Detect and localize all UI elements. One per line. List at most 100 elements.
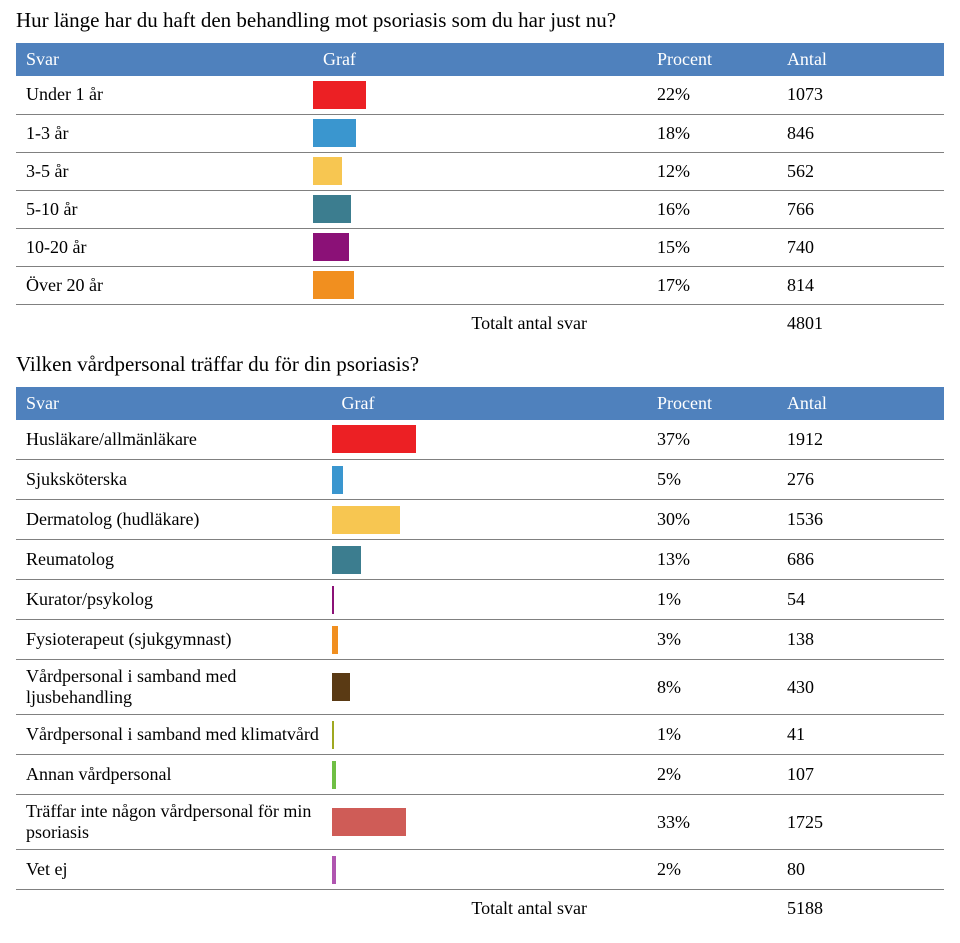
- row-label: 10-20 år: [16, 228, 313, 266]
- header-graf: Graf: [332, 387, 648, 420]
- row-percent: 37%: [647, 420, 777, 460]
- row-count: 740: [777, 228, 944, 266]
- row-bar-cell: [332, 460, 648, 500]
- row-percent: 33%: [647, 795, 777, 850]
- bar: [313, 81, 366, 109]
- row-percent: 15%: [647, 228, 777, 266]
- table-row: Över 20 år17%814: [16, 266, 944, 304]
- row-bar-cell: [313, 190, 647, 228]
- header-svar: Svar: [16, 387, 332, 420]
- row-count: 1073: [777, 76, 944, 114]
- table-row: Husläkare/allmänläkare37%1912: [16, 420, 944, 460]
- row-bar-cell: [313, 228, 647, 266]
- table-row: 5-10 år16%766: [16, 190, 944, 228]
- row-label: Träffar inte någon vårdpersonal för min …: [16, 795, 332, 850]
- q2-total-value: 5188: [777, 890, 944, 924]
- header-svar: Svar: [16, 43, 313, 76]
- row-label: Sjuksköterska: [16, 460, 332, 500]
- row-label: 5-10 år: [16, 190, 313, 228]
- row-count: 562: [777, 152, 944, 190]
- row-bar-cell: [332, 850, 648, 890]
- table-row: Sjuksköterska 5%276: [16, 460, 944, 500]
- table-row: Dermatolog (hudläkare) 30%1536: [16, 500, 944, 540]
- header-graf: Graf: [313, 43, 647, 76]
- bar: [332, 721, 334, 749]
- question-1-title: Hur länge har du haft den behandling mot…: [16, 8, 944, 33]
- row-percent: 18%: [647, 114, 777, 152]
- bar: [332, 761, 337, 789]
- table-row: Vårdpersonal i samband med klimatvård 1%4…: [16, 715, 944, 755]
- bar: [313, 233, 349, 261]
- row-label: Reumatolog: [16, 540, 332, 580]
- row-count: 138: [777, 620, 944, 660]
- row-count: 41: [777, 715, 944, 755]
- bar: [332, 673, 350, 701]
- row-bar-cell: [332, 500, 648, 540]
- q1-total-label: Totalt antal svar: [313, 304, 647, 338]
- q2-tbody: Husläkare/allmänläkare37%1912Sjuksköters…: [16, 420, 944, 890]
- row-count: 686: [777, 540, 944, 580]
- table-row: 1-3 år 18%846: [16, 114, 944, 152]
- row-bar-cell: [313, 76, 647, 114]
- row-bar-cell: [332, 660, 648, 715]
- q2-total-row: Totalt antal svar 5188: [16, 890, 944, 924]
- bar: [332, 506, 400, 534]
- row-label: Under 1 år: [16, 76, 313, 114]
- row-bar-cell: [313, 152, 647, 190]
- q2-table: Svar Graf Procent Antal Husläkare/allmän…: [16, 387, 944, 924]
- row-label: Fysioterapeut (sjukgymnast): [16, 620, 332, 660]
- row-percent: 30%: [647, 500, 777, 540]
- row-count: 1725: [777, 795, 944, 850]
- bar: [332, 626, 339, 654]
- row-bar-cell: [332, 420, 648, 460]
- table-row: Vet ej 2%80: [16, 850, 944, 890]
- table-row: 10-20 år 15%740: [16, 228, 944, 266]
- row-label: 1-3 år: [16, 114, 313, 152]
- row-count: 1912: [777, 420, 944, 460]
- row-percent: 8%: [647, 660, 777, 715]
- header-antal: Antal: [777, 43, 944, 76]
- row-count: 276: [777, 460, 944, 500]
- q1-total-row: Totalt antal svar 4801: [16, 304, 944, 338]
- row-percent: 1%: [647, 580, 777, 620]
- row-percent: 13%: [647, 540, 777, 580]
- table-row: Vårdpersonal i samband med ljusbehandlin…: [16, 660, 944, 715]
- row-percent: 17%: [647, 266, 777, 304]
- table-row: Kurator/psykolog1%54: [16, 580, 944, 620]
- row-label: Vårdpersonal i samband med klimatvård: [16, 715, 332, 755]
- q1-tbody: Under 1 år 22%1073 1-3 år 18%846 3-5 år 12%56…: [16, 76, 944, 304]
- row-percent: 1%: [647, 715, 777, 755]
- q1-table: Svar Graf Procent Antal Under 1 år 22%107…: [16, 43, 944, 338]
- question-2-title: Vilken vårdpersonal träffar du för din p…: [16, 352, 944, 377]
- bar: [313, 271, 354, 299]
- row-bar-cell: [313, 266, 647, 304]
- row-label: Över 20 år: [16, 266, 313, 304]
- row-percent: 2%: [647, 850, 777, 890]
- row-label: Vet ej: [16, 850, 332, 890]
- bar: [313, 157, 342, 185]
- bar: [332, 425, 416, 453]
- row-label: Dermatolog (hudläkare): [16, 500, 332, 540]
- row-label: Kurator/psykolog: [16, 580, 332, 620]
- header-procent: Procent: [647, 387, 777, 420]
- table-row: 3-5 år 12%562: [16, 152, 944, 190]
- row-percent: 22%: [647, 76, 777, 114]
- row-bar-cell: [332, 715, 648, 755]
- table-row: Under 1 år 22%1073: [16, 76, 944, 114]
- table-header-row: Svar Graf Procent Antal: [16, 43, 944, 76]
- row-percent: 12%: [647, 152, 777, 190]
- table-row: Fysioterapeut (sjukgymnast)3%138: [16, 620, 944, 660]
- row-bar-cell: [332, 795, 648, 850]
- row-count: 846: [777, 114, 944, 152]
- header-procent: Procent: [647, 43, 777, 76]
- row-label: 3-5 år: [16, 152, 313, 190]
- row-count: 80: [777, 850, 944, 890]
- row-label: Annan vårdpersonal: [16, 755, 332, 795]
- row-count: 430: [777, 660, 944, 715]
- bar: [332, 546, 362, 574]
- bar: [313, 119, 356, 147]
- row-percent: 5%: [647, 460, 777, 500]
- row-count: 1536: [777, 500, 944, 540]
- header-antal: Antal: [777, 387, 944, 420]
- row-percent: 16%: [647, 190, 777, 228]
